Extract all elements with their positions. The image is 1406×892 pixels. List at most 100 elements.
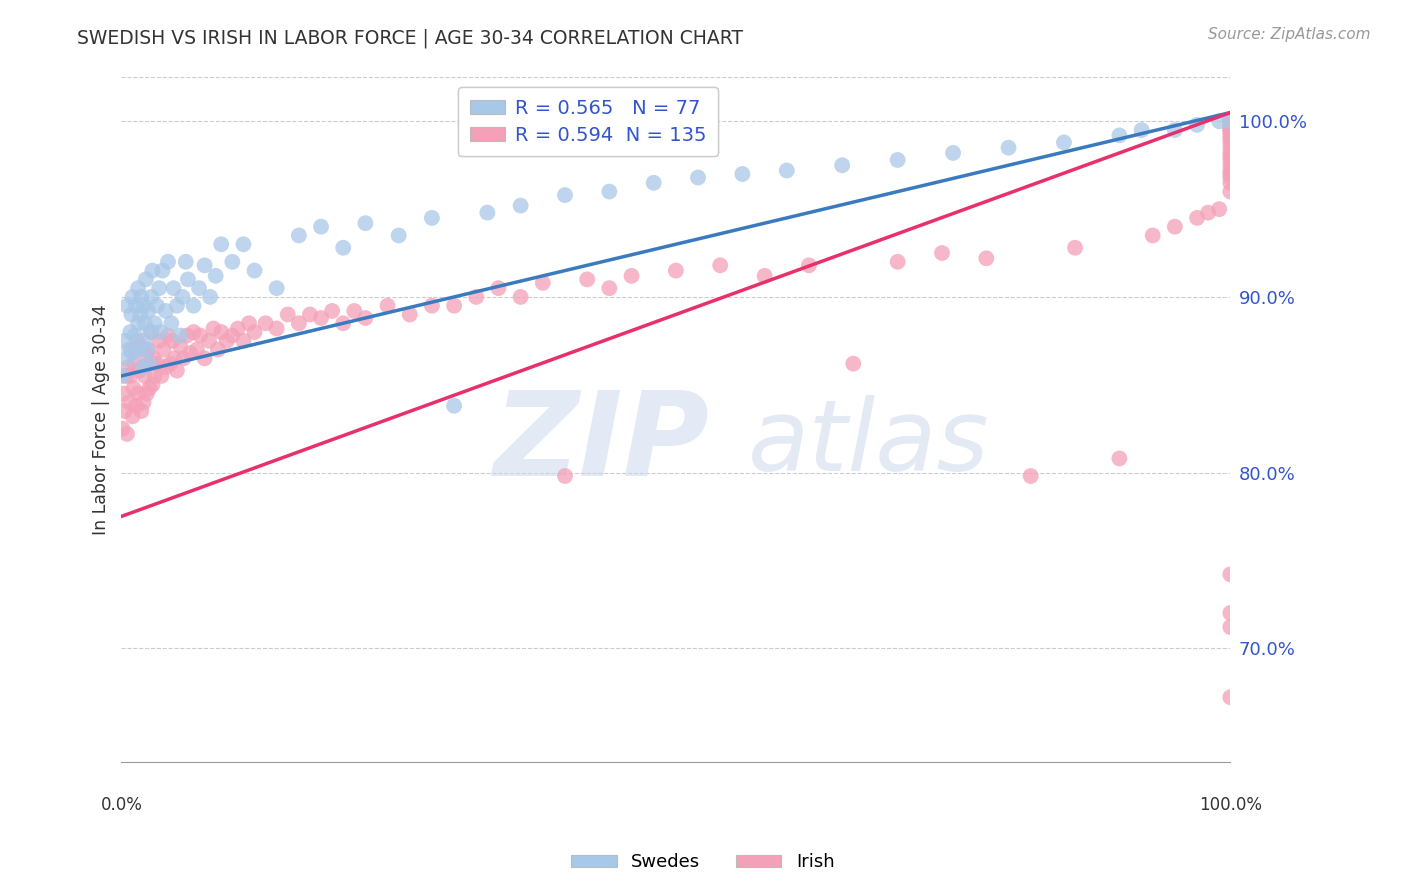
- Point: [321, 304, 343, 318]
- Point: [177, 272, 200, 286]
- Point: [112, 386, 135, 401]
- Point: [598, 185, 620, 199]
- Point: [209, 325, 232, 339]
- Point: [1108, 128, 1130, 143]
- Point: [115, 426, 138, 441]
- Point: [120, 308, 142, 322]
- Point: [1219, 114, 1241, 128]
- Point: [121, 290, 143, 304]
- Point: [443, 399, 465, 413]
- Point: [136, 304, 159, 318]
- Point: [842, 357, 865, 371]
- Point: [377, 299, 399, 313]
- Point: [120, 325, 142, 339]
- Point: [997, 141, 1019, 155]
- Legend: Swedes, Irish: Swedes, Irish: [564, 847, 842, 879]
- Point: [188, 281, 211, 295]
- Point: [215, 334, 238, 348]
- Point: [1219, 114, 1241, 128]
- Point: [128, 364, 150, 378]
- Point: [152, 343, 174, 357]
- Point: [155, 360, 177, 375]
- Text: atlas: atlas: [748, 395, 990, 492]
- Point: [148, 281, 170, 295]
- Point: [141, 325, 163, 339]
- Point: [120, 368, 142, 383]
- Point: [142, 351, 165, 366]
- Point: [146, 299, 169, 313]
- Point: [156, 328, 179, 343]
- Point: [152, 263, 174, 277]
- Point: [576, 272, 599, 286]
- Point: [343, 304, 366, 318]
- Point: [1219, 620, 1241, 634]
- Point: [1219, 114, 1241, 128]
- Point: [254, 316, 277, 330]
- Point: [477, 205, 499, 219]
- Point: [1219, 114, 1241, 128]
- Point: [127, 386, 149, 401]
- Point: [1219, 114, 1241, 128]
- Text: 0.0%: 0.0%: [100, 797, 142, 814]
- Point: [204, 268, 226, 283]
- Point: [131, 404, 153, 418]
- Point: [121, 409, 143, 424]
- Point: [1219, 606, 1241, 620]
- Point: [138, 357, 160, 371]
- Point: [354, 310, 377, 325]
- Point: [162, 334, 184, 348]
- Point: [309, 219, 332, 234]
- Point: [1219, 163, 1241, 178]
- Point: [354, 216, 377, 230]
- Point: [1053, 136, 1076, 150]
- Point: [238, 316, 260, 330]
- Point: [125, 299, 148, 313]
- Point: [166, 299, 188, 313]
- Point: [886, 153, 908, 167]
- Point: [232, 334, 254, 348]
- Point: [1219, 114, 1241, 128]
- Point: [643, 176, 665, 190]
- Point: [709, 258, 731, 272]
- Point: [176, 328, 198, 343]
- Point: [1219, 149, 1241, 163]
- Point: [166, 364, 188, 378]
- Point: [132, 395, 155, 409]
- Point: [266, 281, 288, 295]
- Point: [183, 299, 205, 313]
- Point: [598, 281, 620, 295]
- Point: [1219, 114, 1241, 128]
- Point: [488, 281, 510, 295]
- Point: [120, 343, 142, 357]
- Point: [1219, 114, 1241, 128]
- Point: [398, 308, 420, 322]
- Point: [117, 360, 139, 375]
- Point: [1219, 153, 1241, 167]
- Point: [135, 346, 157, 360]
- Point: [298, 308, 321, 322]
- Point: [1142, 228, 1164, 243]
- Point: [554, 469, 576, 483]
- Point: [1219, 114, 1241, 128]
- Point: [243, 263, 266, 277]
- Point: [1208, 202, 1230, 216]
- Point: [509, 290, 531, 304]
- Point: [332, 241, 354, 255]
- Point: [232, 237, 254, 252]
- Point: [1164, 219, 1187, 234]
- Point: [1130, 123, 1153, 137]
- Point: [156, 255, 179, 269]
- Point: [159, 357, 181, 371]
- Point: [831, 158, 853, 172]
- Point: [309, 310, 332, 325]
- Point: [138, 381, 160, 395]
- Point: [141, 377, 163, 392]
- Point: [198, 334, 221, 348]
- Point: [111, 422, 134, 436]
- Point: [1208, 114, 1230, 128]
- Point: [128, 343, 150, 357]
- Point: [149, 325, 172, 339]
- Point: [1219, 185, 1241, 199]
- Point: [754, 268, 776, 283]
- Point: [1219, 158, 1241, 172]
